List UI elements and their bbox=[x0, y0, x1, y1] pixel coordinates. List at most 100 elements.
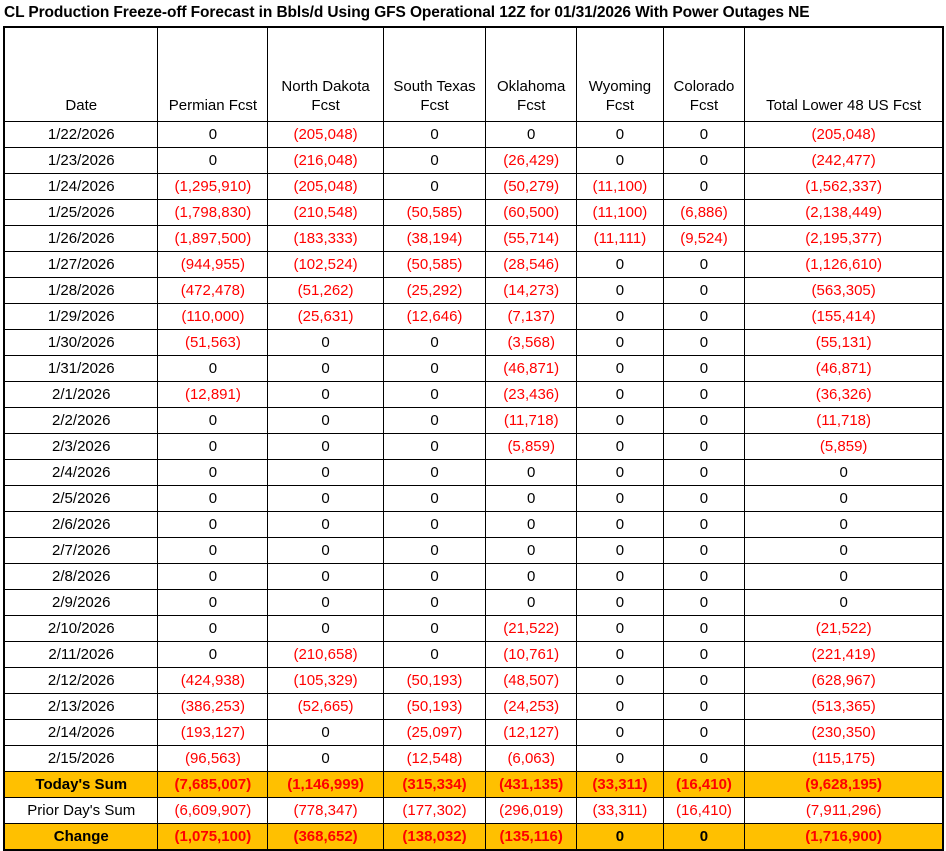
value-cell: 0 bbox=[157, 588, 269, 616]
value-cell: (210,658) bbox=[267, 640, 384, 668]
row-label-cell: 1/28/2026 bbox=[3, 276, 159, 304]
table-row: 2/5/2026 0 0 0 0 0 0 0 bbox=[3, 484, 944, 512]
row-label-cell: 2/4/2026 bbox=[3, 458, 159, 486]
value-cell: (25,292) bbox=[382, 276, 487, 304]
value-cell: (1,146,999) bbox=[267, 770, 384, 798]
value-cell: (50,193) bbox=[382, 666, 487, 694]
value-cell: (96,563) bbox=[157, 744, 269, 772]
value-cell: 0 bbox=[382, 510, 487, 538]
col-header-total-lower-48: Total Lower 48 US Fcst bbox=[744, 26, 944, 122]
col-header-permian: Permian Fcst bbox=[157, 26, 269, 122]
value-cell: (11,100) bbox=[576, 198, 664, 226]
value-cell: 0 bbox=[576, 588, 664, 616]
value-cell: (6,886) bbox=[662, 198, 746, 226]
value-cell: (944,955) bbox=[157, 250, 269, 278]
header-row: Date Permian Fcst North Dakota Fcst Sout… bbox=[3, 26, 944, 122]
value-cell: 0 bbox=[662, 354, 746, 382]
value-cell: 0 bbox=[662, 536, 746, 564]
page-title: CL Production Freeze-off Forecast in Bbl… bbox=[4, 4, 810, 21]
value-cell: 0 bbox=[576, 744, 664, 772]
value-cell: 0 bbox=[267, 406, 384, 434]
value-cell: (205,048) bbox=[267, 172, 384, 200]
row-label-cell: 2/10/2026 bbox=[3, 614, 159, 642]
row-label-cell: 2/6/2026 bbox=[3, 510, 159, 538]
value-cell: 0 bbox=[576, 302, 664, 330]
value-cell: 0 bbox=[157, 120, 269, 148]
value-cell: (46,871) bbox=[744, 354, 944, 382]
value-cell: (386,253) bbox=[157, 692, 269, 720]
value-cell: (25,097) bbox=[382, 718, 487, 746]
value-cell: 0 bbox=[662, 692, 746, 720]
value-cell: 0 bbox=[576, 640, 664, 668]
value-cell: 0 bbox=[576, 822, 664, 850]
value-cell: (1,798,830) bbox=[157, 198, 269, 226]
value-cell: 0 bbox=[662, 380, 746, 408]
table-row: 2/12/2026 (424,938) (105,329) (50,193) (… bbox=[3, 666, 944, 694]
value-cell: 0 bbox=[576, 666, 664, 694]
table-body: 1/22/2026 0 (205,048) 0 0 0 0 (205,048) … bbox=[3, 120, 944, 850]
table-row: 1/31/2026 0 0 0 (46,871) 0 0 (46,871) bbox=[3, 354, 944, 382]
row-label-cell: 2/15/2026 bbox=[3, 744, 159, 772]
value-cell: 0 bbox=[157, 354, 269, 382]
value-cell: (12,646) bbox=[382, 302, 487, 330]
table-row: 1/23/2026 0 (216,048) 0 (26,429) 0 0 (24… bbox=[3, 146, 944, 174]
value-cell: (11,718) bbox=[485, 406, 578, 434]
value-cell: (26,429) bbox=[485, 146, 578, 174]
value-cell: 0 bbox=[576, 380, 664, 408]
value-cell: (296,019) bbox=[485, 796, 578, 824]
value-cell: 0 bbox=[267, 354, 384, 382]
value-cell: (1,562,337) bbox=[744, 172, 944, 200]
value-cell: 0 bbox=[576, 406, 664, 434]
table-row: 1/24/2026 (1,295,910) (205,048) 0 (50,27… bbox=[3, 172, 944, 200]
value-cell: 0 bbox=[576, 458, 664, 486]
value-cell: (221,419) bbox=[744, 640, 944, 668]
value-cell: 0 bbox=[267, 744, 384, 772]
value-cell: (6,609,907) bbox=[157, 796, 269, 824]
value-cell: (46,871) bbox=[485, 354, 578, 382]
table-row: 2/13/2026 (386,253) (52,665) (50,193) (2… bbox=[3, 692, 944, 720]
value-cell: (216,048) bbox=[267, 146, 384, 174]
row-label-cell: 1/24/2026 bbox=[3, 172, 159, 200]
value-cell: 0 bbox=[662, 458, 746, 486]
value-cell: 0 bbox=[267, 328, 384, 356]
col-header-colorado: Colorado Fcst bbox=[662, 26, 746, 122]
value-cell: (50,585) bbox=[382, 198, 487, 226]
value-cell: 0 bbox=[576, 510, 664, 538]
table-header: Date Permian Fcst North Dakota Fcst Sout… bbox=[3, 26, 944, 122]
value-cell: (48,507) bbox=[485, 666, 578, 694]
value-cell: (230,350) bbox=[744, 718, 944, 746]
value-cell: 0 bbox=[485, 120, 578, 148]
value-cell: 0 bbox=[744, 588, 944, 616]
table-row: 1/22/2026 0 (205,048) 0 0 0 0 (205,048) bbox=[3, 120, 944, 148]
value-cell: 0 bbox=[485, 562, 578, 590]
value-cell: 0 bbox=[382, 146, 487, 174]
value-cell: 0 bbox=[382, 562, 487, 590]
value-cell: 0 bbox=[267, 536, 384, 564]
value-cell: 0 bbox=[382, 120, 487, 148]
row-label-cell: 2/2/2026 bbox=[3, 406, 159, 434]
row-label-cell: 2/3/2026 bbox=[3, 432, 159, 460]
value-cell: (628,967) bbox=[744, 666, 944, 694]
value-cell: (16,410) bbox=[662, 796, 746, 824]
value-cell: 0 bbox=[576, 146, 664, 174]
value-cell: 0 bbox=[662, 328, 746, 356]
value-cell: 0 bbox=[576, 536, 664, 564]
value-cell: 0 bbox=[662, 666, 746, 694]
value-cell: (1,295,910) bbox=[157, 172, 269, 200]
value-cell: 0 bbox=[576, 276, 664, 304]
row-label-cell: Change bbox=[3, 822, 159, 850]
row-label-cell: 2/7/2026 bbox=[3, 536, 159, 564]
value-cell: 0 bbox=[662, 250, 746, 278]
value-cell: (2,138,449) bbox=[744, 198, 944, 226]
row-label-cell: 1/23/2026 bbox=[3, 146, 159, 174]
row-label-cell: 2/11/2026 bbox=[3, 640, 159, 668]
row-label-cell: 1/25/2026 bbox=[3, 198, 159, 226]
value-cell: 0 bbox=[485, 458, 578, 486]
value-cell: 0 bbox=[576, 614, 664, 642]
value-cell: 0 bbox=[157, 614, 269, 642]
value-cell: (11,111) bbox=[576, 224, 664, 252]
value-cell: 0 bbox=[744, 484, 944, 512]
table-row: 2/4/2026 0 0 0 0 0 0 0 bbox=[3, 458, 944, 486]
table-row: 1/30/2026 (51,563) 0 0 (3,568) 0 0 (55,1… bbox=[3, 328, 944, 356]
value-cell: (115,175) bbox=[744, 744, 944, 772]
